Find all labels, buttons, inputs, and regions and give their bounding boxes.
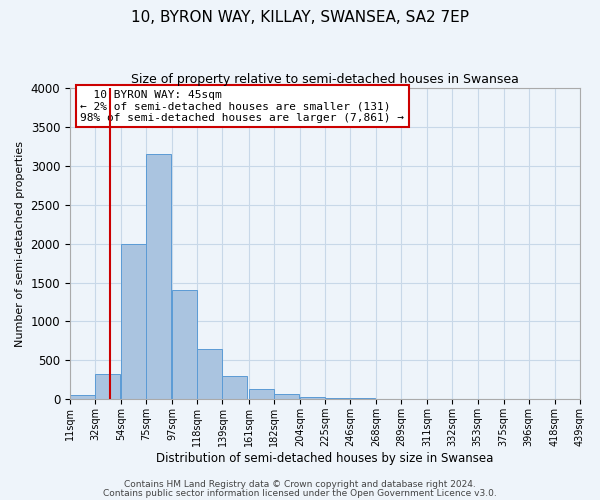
Bar: [350, 398, 375, 400]
Text: 10, BYRON WAY, KILLAY, SWANSEA, SA2 7EP: 10, BYRON WAY, KILLAY, SWANSEA, SA2 7EP: [131, 10, 469, 25]
Bar: [172, 290, 197, 400]
Bar: [248, 389, 274, 400]
Bar: [70, 396, 95, 400]
Y-axis label: Number of semi-detached properties: Number of semi-detached properties: [15, 140, 25, 346]
Title: Size of property relative to semi-detached houses in Swansea: Size of property relative to semi-detach…: [131, 72, 519, 86]
Bar: [274, 394, 299, 400]
Bar: [121, 244, 146, 400]
Text: 10 BYRON WAY: 45sqm
← 2% of semi-detached houses are smaller (131)
98% of semi-d: 10 BYRON WAY: 45sqm ← 2% of semi-detache…: [80, 90, 404, 123]
Bar: [325, 398, 350, 400]
Bar: [300, 397, 325, 400]
Bar: [223, 376, 247, 400]
Bar: [146, 154, 171, 400]
Bar: [95, 374, 120, 400]
Text: Contains HM Land Registry data © Crown copyright and database right 2024.: Contains HM Land Registry data © Crown c…: [124, 480, 476, 489]
X-axis label: Distribution of semi-detached houses by size in Swansea: Distribution of semi-detached houses by …: [156, 452, 494, 465]
Bar: [197, 348, 223, 400]
Text: Contains public sector information licensed under the Open Government Licence v3: Contains public sector information licen…: [103, 488, 497, 498]
